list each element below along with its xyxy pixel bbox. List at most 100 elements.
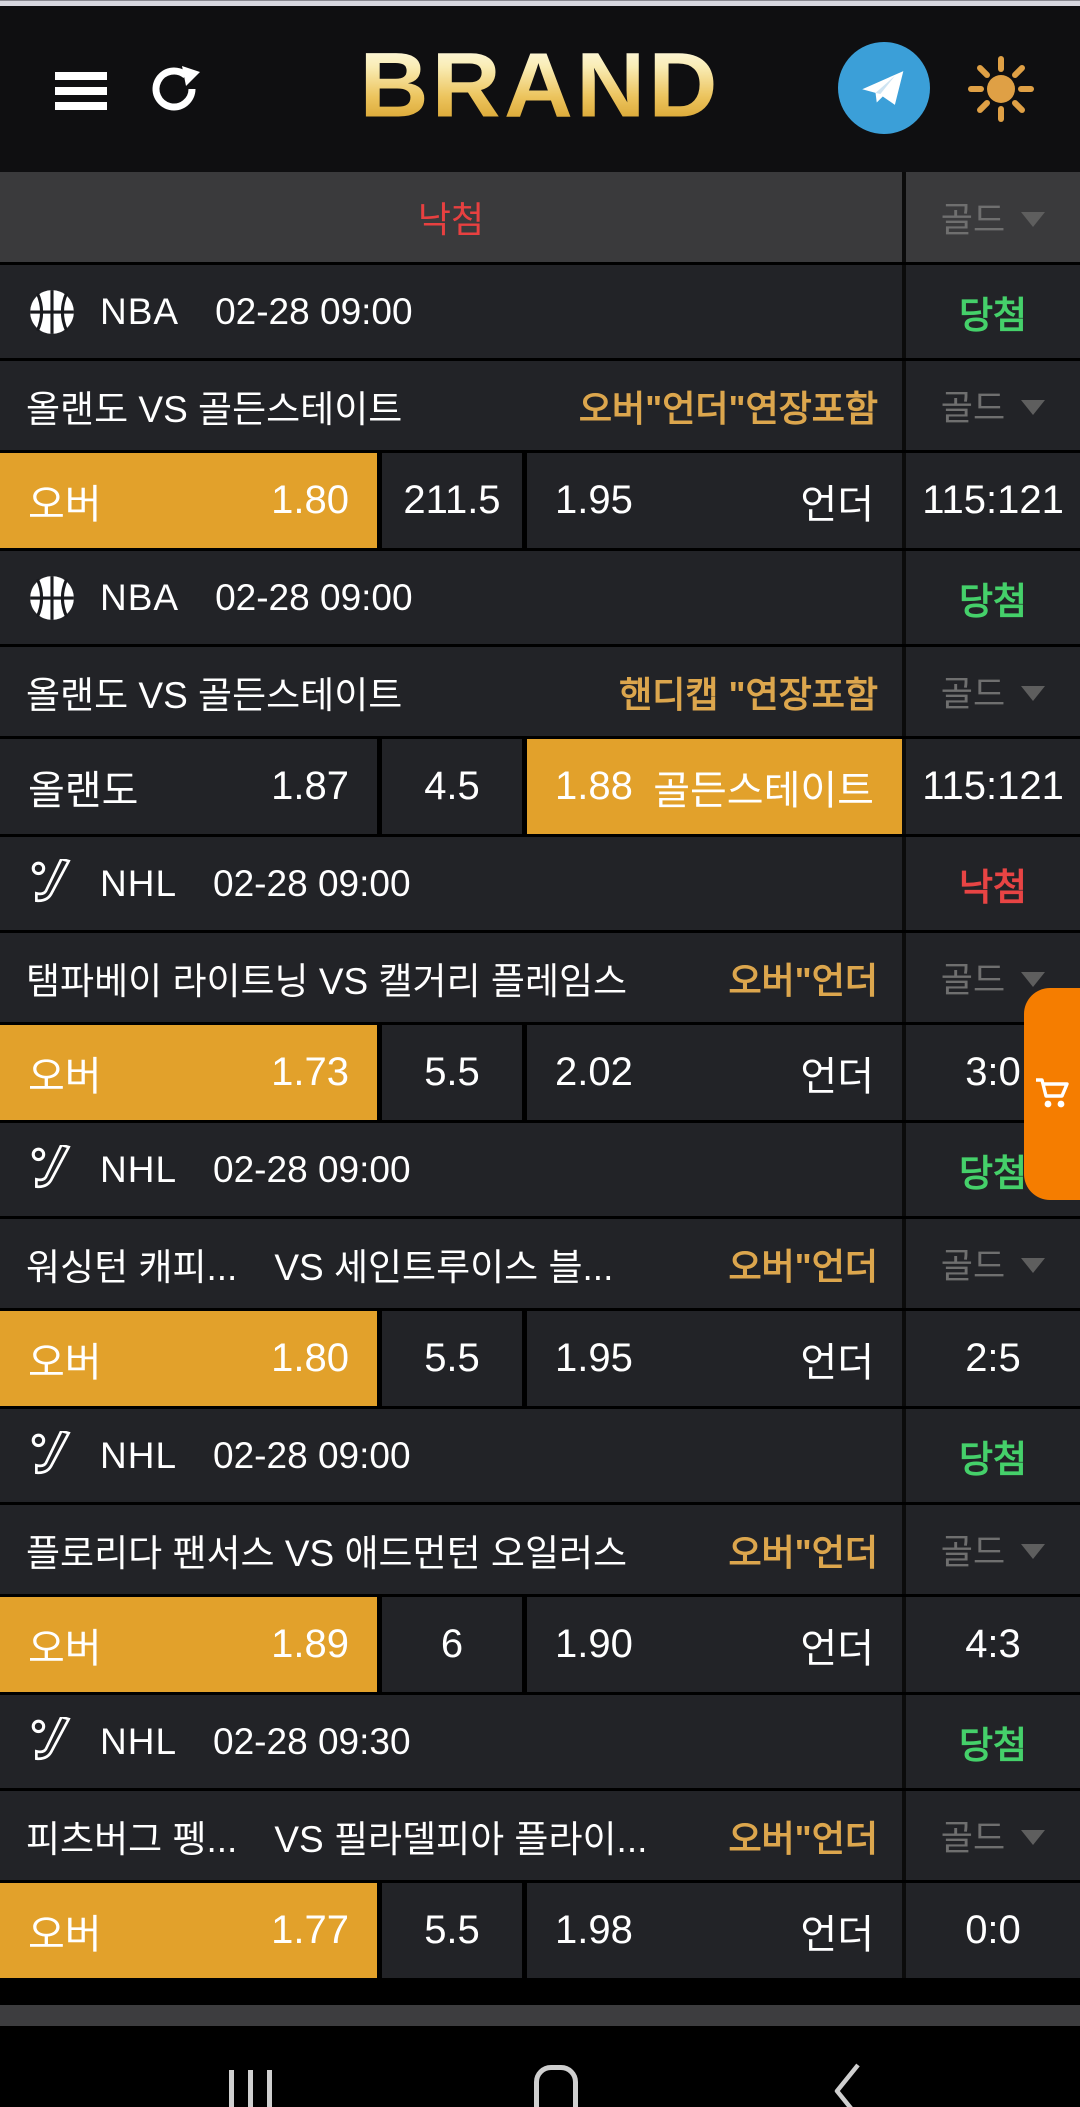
gold-dropdown[interactable]: 골드	[941, 952, 1046, 1003]
game-block: NHL 02-28 09:30 당첨 피츠버그 펭... VS 필라델피아 플라…	[0, 1695, 1080, 1981]
cart-icon	[1036, 1078, 1069, 1108]
bet-type-label: 오버"언더	[728, 1531, 878, 1573]
odds-cell-line[interactable]: 5.5	[377, 1311, 527, 1406]
odds-cell-away[interactable]: 1.88 골든스테이트	[527, 739, 902, 834]
odds-label: 올랜도	[28, 768, 139, 813]
bet-row: 오버 1.89 6 1.90 언더 4:3	[0, 1597, 1080, 1695]
bet-row: 올랜도 1.87 4.5 1.88 골든스테이트 115:121	[0, 739, 1080, 837]
odds-cell-line[interactable]: 4.5	[377, 739, 527, 834]
match-score: 3:0	[965, 1050, 1021, 1094]
match-score: 2:5	[965, 1336, 1021, 1380]
back-icon[interactable]	[832, 2061, 862, 2107]
telegram-icon[interactable]	[838, 42, 930, 134]
bet-row: 오버 1.77 5.5 1.98 언더 0:0	[0, 1883, 1080, 1981]
odds-value: 1.88	[555, 764, 633, 808]
odds-cell-away[interactable]: 1.95 언더	[527, 1311, 902, 1406]
odds-cell-line[interactable]: 5.5	[377, 1883, 527, 1978]
bottom-gap	[0, 1981, 1080, 2005]
odds-label: 언더	[800, 1340, 874, 1385]
odds-value: 1.95	[555, 1336, 633, 1380]
odds-cell-home[interactable]: 올랜도 1.87	[0, 739, 377, 834]
odds-value: 1.89	[271, 1622, 349, 1666]
odds-value: 1.87	[271, 764, 349, 808]
odds-label: 골든스테이트	[653, 768, 874, 813]
match-status: 당첨	[958, 294, 1028, 336]
league-label: NHL	[100, 1434, 178, 1476]
odds-cell-line[interactable]: 6	[377, 1597, 527, 1692]
sun-icon[interactable]	[968, 56, 1034, 122]
line-value: 4.5	[424, 764, 480, 808]
league-label: NHL	[100, 862, 178, 904]
match-time: 02-28 09:00	[215, 576, 413, 618]
match-status: 당첨	[958, 1438, 1028, 1480]
game-block: NBA 02-28 09:00 당첨 올랜도 VS 골든스테이트 핸디캡 "연장…	[0, 551, 1080, 837]
chevron-down-icon	[1021, 400, 1046, 415]
team-row: 워싱턴 캐피... VS 세인트루이스 블... 오버"언더 골드	[0, 1219, 1080, 1311]
line-value: 5.5	[424, 1336, 480, 1380]
match-time: 02-28 09:00	[215, 290, 413, 332]
game-block: NHL 02-28 09:00 당첨 플로리다 팬서스 VS 애드먼턴 오일러스…	[0, 1409, 1080, 1695]
gold-dropdown[interactable]: 골드	[941, 1524, 1046, 1575]
odds-label: 오버	[28, 1626, 102, 1671]
hamburger-icon[interactable]	[55, 72, 107, 110]
gold-dropdown[interactable]: 골드	[941, 1238, 1046, 1289]
gold-dropdown[interactable]: 골드	[941, 192, 1046, 243]
team-names: 피츠버그 펭... VS 필라델피아 플라이...	[26, 1818, 648, 1860]
sport-icon	[26, 1144, 78, 1196]
odds-cell-away[interactable]: 2.02 언더	[527, 1025, 902, 1120]
line-value: 211.5	[403, 478, 501, 522]
game-block: NHL 02-28 09:00 낙첨 탬파베이 라이트닝 VS 캘거리 플레임스…	[0, 837, 1080, 1123]
match-time: 02-28 09:00	[213, 1434, 411, 1476]
match-status: 낙첨	[958, 866, 1028, 908]
chevron-down-icon	[1021, 686, 1046, 701]
home-icon[interactable]	[533, 2064, 578, 2107]
chevron-down-icon	[1021, 972, 1046, 987]
match-score: 0:0	[965, 1908, 1021, 1952]
odds-value: 1.90	[555, 1622, 633, 1666]
recents-icon[interactable]	[222, 2069, 279, 2107]
sport-icon	[26, 1716, 78, 1768]
game-block: NHL 02-28 09:00 당첨 워싱턴 캐피... VS 세인트루이스 블…	[0, 1123, 1080, 1409]
team-names: 탬파베이 라이트닝 VS 캘거리 플레임스	[26, 960, 628, 1002]
refresh-icon[interactable]	[148, 62, 202, 116]
games-list: NBA 02-28 09:00 당첨 올랜도 VS 골든스테이트 오버"언더"연…	[0, 265, 1080, 1981]
gold-dropdown[interactable]: 골드	[941, 666, 1046, 717]
odds-cell-away[interactable]: 1.98 언더	[527, 1883, 902, 1978]
sport-icon	[26, 858, 78, 910]
bet-type-label: 오버"언더"연장포함	[578, 387, 878, 429]
match-header-row: NHL 02-28 09:00 당첨	[0, 1409, 1080, 1505]
odds-cell-away[interactable]: 1.90 언더	[527, 1597, 902, 1692]
bet-cart-button[interactable]	[1024, 988, 1080, 1200]
odds-cell-home[interactable]: 오버 1.80	[0, 453, 377, 548]
league-label: NHL	[100, 1148, 178, 1190]
team-names: 플로리다 팬서스 VS 애드먼턴 오일러스	[26, 1532, 628, 1574]
match-header-row: NHL 02-28 09:00 당첨	[0, 1123, 1080, 1219]
hockey-stick-icon	[31, 1430, 71, 1474]
team-row: 올랜도 VS 골든스테이트 핸디캡 "연장포함 골드	[0, 647, 1080, 739]
odds-value: 1.95	[555, 478, 633, 522]
odds-cell-home[interactable]: 오버 1.73	[0, 1025, 377, 1120]
odds-cell-away[interactable]: 1.95 언더	[527, 453, 902, 548]
match-status: 당첨	[958, 580, 1028, 622]
gold-dropdown[interactable]: 골드	[941, 1810, 1046, 1861]
brand-logo: BRAND	[359, 34, 721, 137]
odds-value: 1.80	[271, 1336, 349, 1380]
gold-dropdown[interactable]: 골드	[941, 380, 1046, 431]
odds-label: 언더	[800, 1054, 874, 1099]
chevron-down-icon	[1021, 1258, 1046, 1273]
sport-icon	[26, 1430, 78, 1482]
odds-cell-line[interactable]: 5.5	[377, 1025, 527, 1120]
chevron-down-icon	[1021, 211, 1046, 227]
odds-cell-home[interactable]: 오버 1.77	[0, 1883, 377, 1978]
basketball-icon	[30, 575, 74, 620]
bet-type-label: 오버"언더	[728, 1817, 878, 1859]
odds-cell-line[interactable]: 211.5	[377, 453, 527, 548]
match-status: 당첨	[958, 1152, 1028, 1194]
game-block: NBA 02-28 09:00 당첨 올랜도 VS 골든스테이트 오버"언더"연…	[0, 265, 1080, 551]
filter-bar: 낙첨 골드	[0, 172, 1080, 265]
bet-row: 오버 1.80 5.5 1.95 언더 2:5	[0, 1311, 1080, 1409]
odds-cell-home[interactable]: 오버 1.89	[0, 1597, 377, 1692]
match-score: 4:3	[965, 1622, 1021, 1666]
odds-cell-home[interactable]: 오버 1.80	[0, 1311, 377, 1406]
bet-row: 오버 1.80 211.5 1.95 언더 115:121	[0, 453, 1080, 551]
